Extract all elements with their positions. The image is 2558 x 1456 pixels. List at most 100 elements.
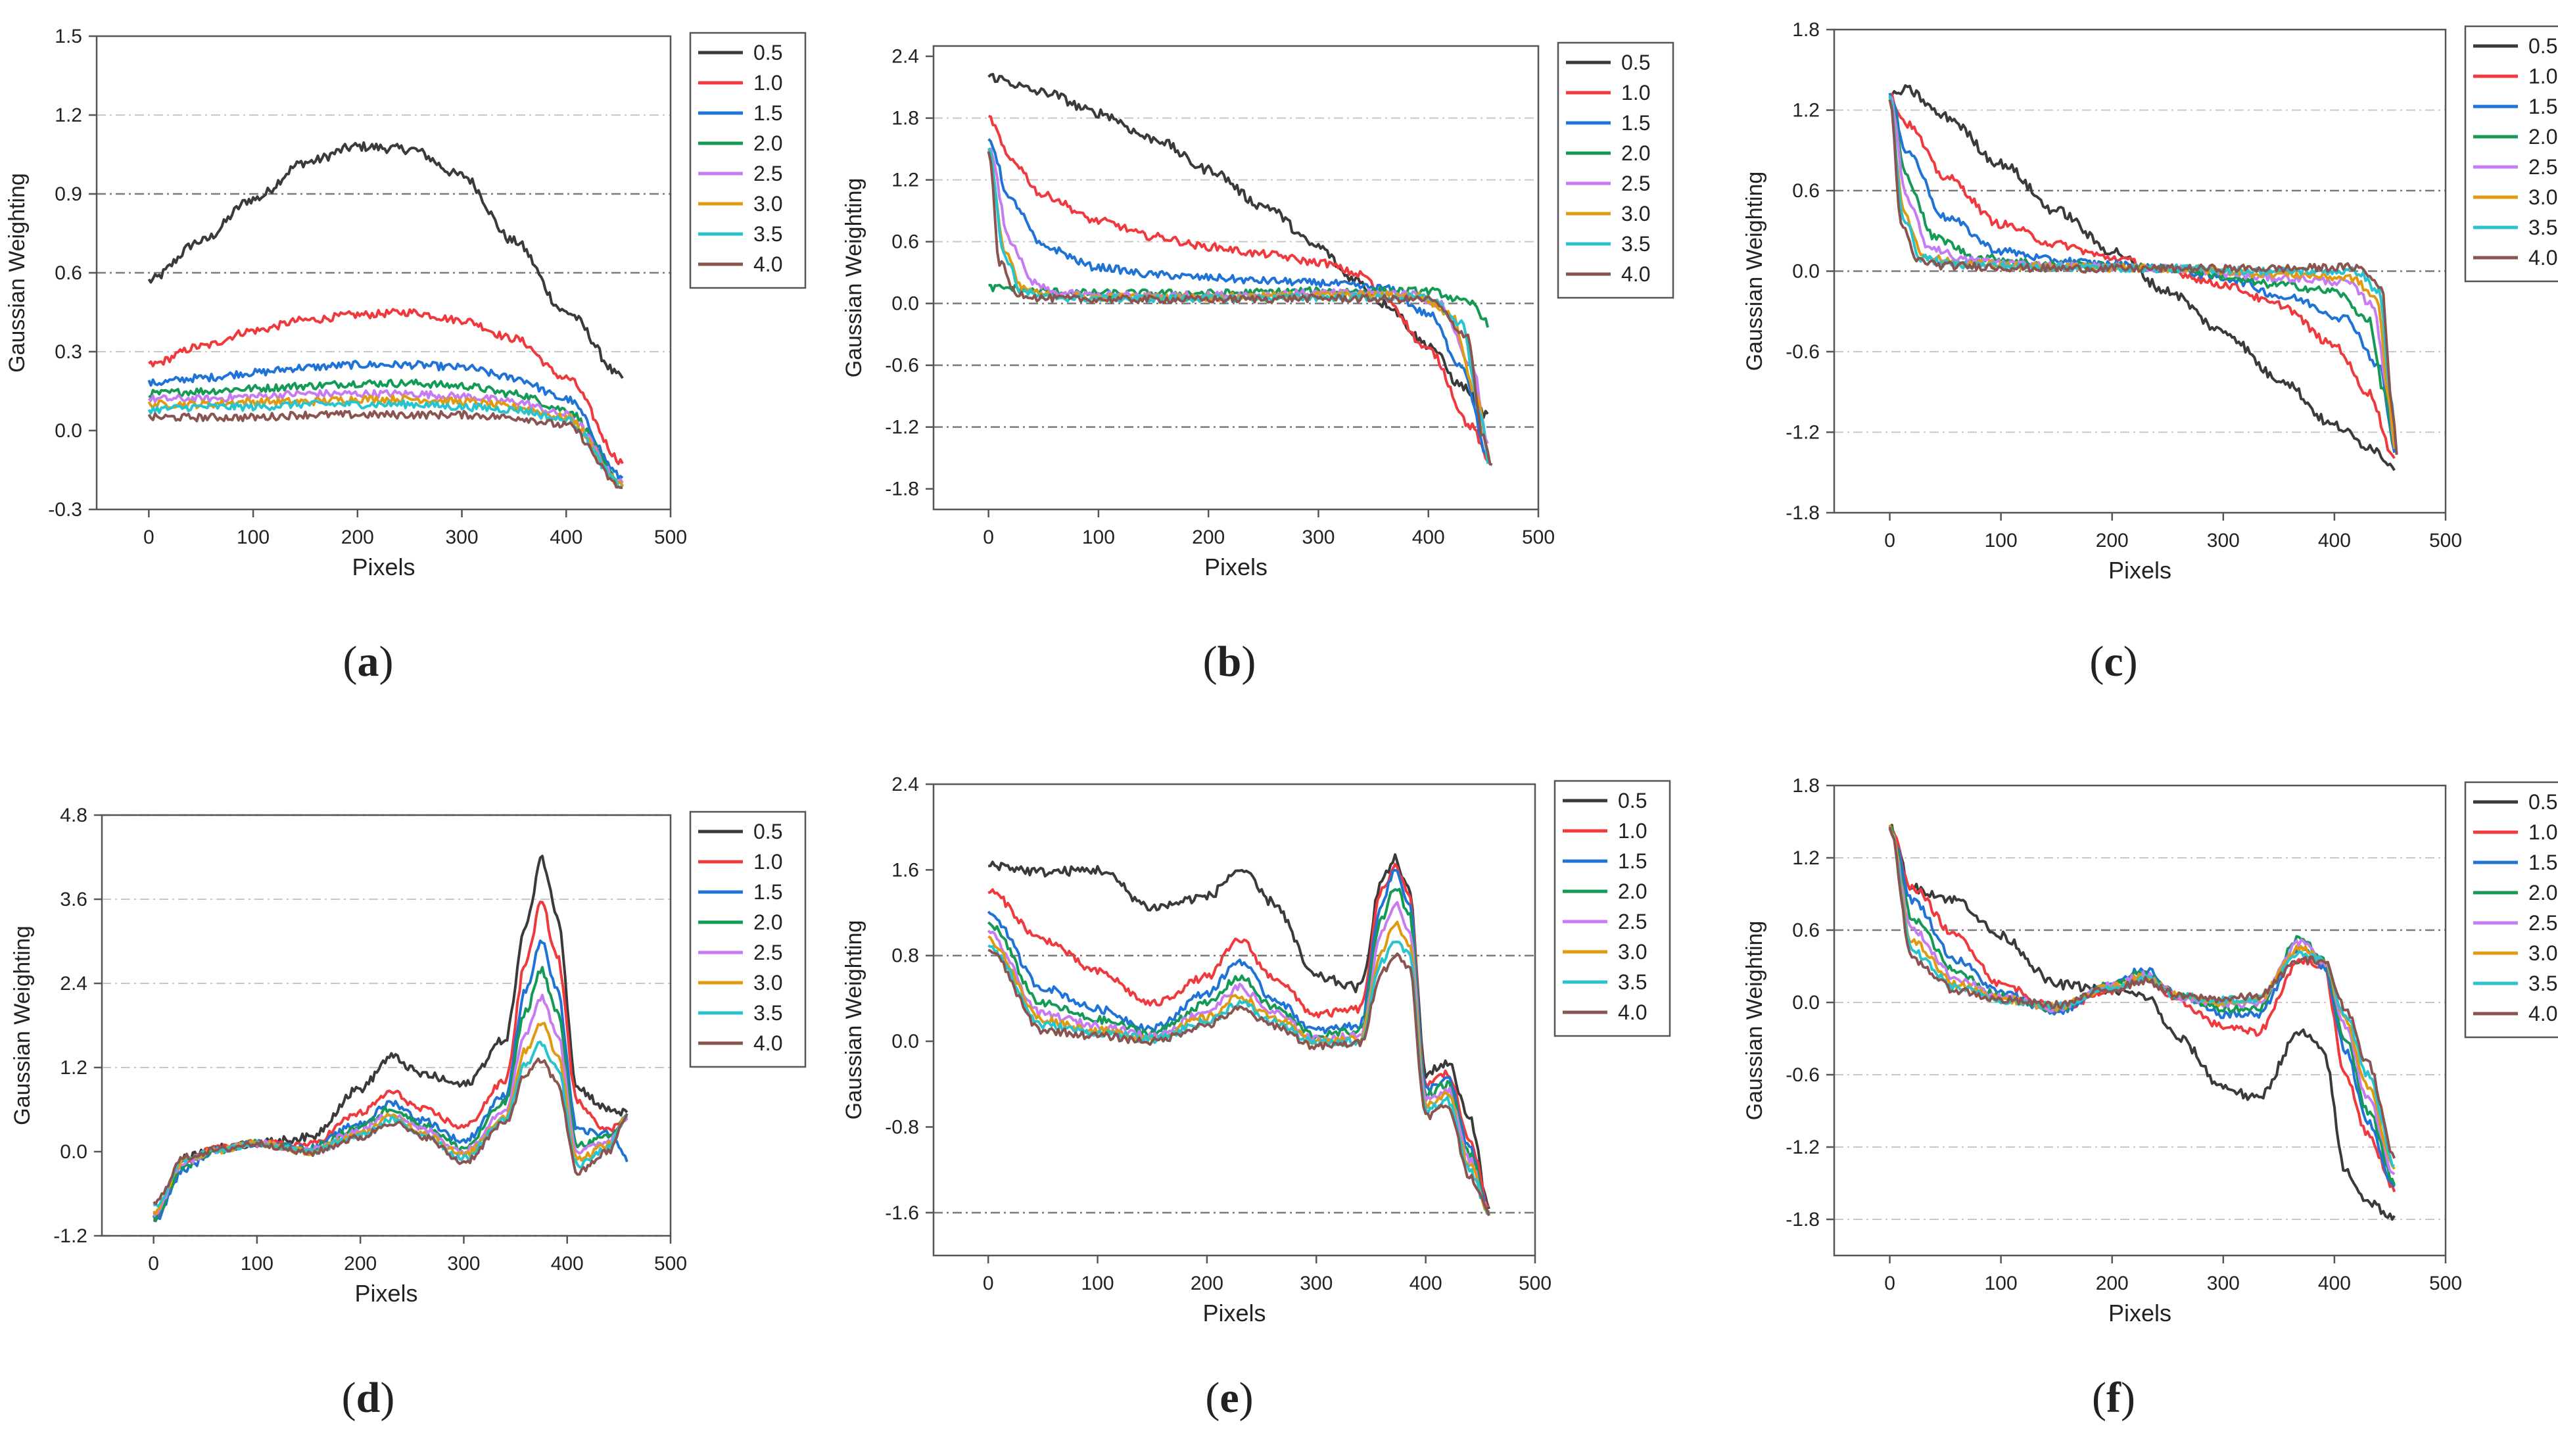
y-axis-label: Gaussian Weighting (841, 178, 866, 378)
legend-label: 2.5 (1621, 172, 1650, 195)
x-tick-label: 0 (148, 1253, 159, 1275)
series-line-3.5 (147, 399, 623, 489)
y-tick-label: -1.2 (1786, 422, 1820, 444)
x-axis-label: Pixels (354, 1280, 417, 1307)
series-line-4.0 (147, 410, 623, 489)
y-tick-label: 0.8 (891, 945, 919, 967)
y-tick-label: -0.8 (885, 1116, 919, 1138)
legend-label: 4.0 (1621, 262, 1650, 286)
series-line-3.5 (987, 940, 1490, 1216)
legend-label: 1.0 (753, 71, 782, 95)
legend-frame (1557, 41, 1674, 299)
panel-caption: (f) (2092, 1374, 2135, 1422)
legend-label: 2.5 (2528, 155, 2557, 179)
x-tick-label: 0 (983, 527, 994, 548)
legend-label: 2.0 (753, 910, 782, 934)
chart-d: 0 100 200 300 400 500 -1.2 0.0 1.2 2.4 3.6 4.8 Pixel… (10, 805, 807, 1422)
panel-caption: (d) (342, 1374, 395, 1422)
series-line-3.0 (147, 394, 624, 488)
chart-e: 0 100 200 300 400 500 -1.6 -0.8 0.0 0.8 1.6 2.4 Pixe… (841, 774, 1671, 1422)
x-tick-label: 100 (241, 1253, 273, 1275)
x-tick-label: 100 (1985, 1273, 2018, 1294)
legend-label: 1.5 (2528, 851, 2557, 874)
legend-label: 2.0 (1621, 141, 1650, 165)
series-line-1.0 (987, 862, 1490, 1208)
legend-label: 0.5 (1618, 789, 1647, 812)
y-tick-label: -1.8 (885, 479, 919, 500)
plot-frame (1833, 784, 2447, 1257)
y-tick-label: 0.6 (55, 262, 82, 284)
series-line-2.5 (1888, 827, 2396, 1175)
legend-label: 3.5 (753, 222, 782, 246)
y-tick-label: 0.3 (55, 341, 82, 363)
x-tick-label: 500 (1522, 527, 1555, 548)
series-line-0.5 (987, 72, 1489, 419)
series-line-3.0 (1888, 824, 2396, 1170)
legend-label: 4.0 (1618, 1000, 1647, 1024)
legend-label: 1.5 (753, 101, 782, 125)
series-line-0.5 (1888, 824, 2396, 1221)
y-tick-label: 1.2 (891, 170, 919, 191)
y-tick-label: 0.6 (891, 231, 919, 253)
legend-frame (689, 32, 807, 289)
x-tick-label: 400 (550, 527, 582, 548)
panel-caption: (c) (2089, 638, 2137, 686)
series-line-2.0 (1888, 825, 2396, 1186)
y-tick-label: 1.2 (60, 1057, 87, 1079)
y-tick-label: 0.0 (891, 1031, 919, 1052)
x-tick-label: 0 (983, 1273, 994, 1294)
legend-label: 1.0 (1621, 81, 1650, 105)
y-tick-label: 4.8 (60, 805, 87, 826)
legend-frame (689, 810, 807, 1068)
y-tick-label: -1.2 (1786, 1137, 1820, 1158)
series-line-0.5 (1888, 84, 2396, 471)
legend: 0.5 1.0 1.5 2.0 2.5 3.0 3.5 4.0 (689, 32, 807, 289)
y-tick-label: 1.8 (1792, 19, 1820, 41)
legend-label: 4.0 (2528, 1002, 2557, 1025)
x-tick-label: 500 (1519, 1273, 1551, 1294)
series-line-1.0 (153, 901, 628, 1223)
legend-label: 4.0 (753, 1031, 782, 1055)
legend-label: 2.5 (2528, 911, 2557, 935)
legend-label: 0.5 (2528, 790, 2557, 814)
x-tick-label: 300 (2207, 1273, 2240, 1294)
x-tick-label: 100 (237, 527, 270, 548)
series-line-1.0 (988, 114, 1489, 463)
panel-caption: (e) (1205, 1374, 1253, 1422)
series-line-1.0 (148, 308, 624, 465)
legend-label: 1.0 (2528, 64, 2557, 88)
y-tick-label: -0.6 (1786, 341, 1820, 363)
y-tick-label: -0.6 (885, 355, 919, 377)
panel-caption: (a) (343, 638, 394, 686)
chart-b: 0 100 200 300 400 500 -1.8 -1.2 -0.6 0.0 0.6 1.2 1.8… (841, 41, 1674, 686)
legend-label: 3.0 (1621, 202, 1650, 225)
x-tick-label: 200 (1191, 1273, 1223, 1294)
x-tick-label: 500 (2429, 1273, 2462, 1294)
x-tick-label: 300 (1302, 527, 1335, 548)
x-tick-label: 200 (344, 1253, 377, 1275)
y-axis-label: Gaussian Weighting (1742, 172, 1767, 371)
legend-label: 1.5 (2528, 95, 2557, 118)
y-tick-label: 0.0 (1792, 261, 1820, 283)
legend-label: 3.0 (2528, 185, 2557, 209)
x-tick-label: 100 (1082, 527, 1115, 548)
legend-label: 2.5 (753, 162, 782, 185)
y-tick-label: -0.6 (1786, 1064, 1820, 1086)
y-tick-label: 0.0 (60, 1141, 87, 1163)
legend: 0.5 1.0 1.5 2.0 2.5 3.0 3.5 4.0 (2464, 781, 2558, 1039)
legend-label: 3.0 (753, 971, 782, 995)
x-tick-label: 200 (2096, 1273, 2129, 1294)
y-tick-label: 1.8 (1792, 775, 1820, 797)
chart-f: 0 100 200 300 400 500 -1.8 -1.2 -0.6 0.0 0.6 1.2 1.8… (1742, 775, 2558, 1422)
y-tick-label: 0.0 (1792, 992, 1820, 1014)
series-line-2.0 (148, 378, 624, 487)
series-line-3.0 (153, 1022, 628, 1215)
x-tick-label: 300 (446, 527, 479, 548)
x-tick-label: 500 (654, 527, 687, 548)
legend-label: 2.0 (1618, 880, 1647, 903)
y-tick-label: 0.0 (891, 293, 919, 315)
x-tick-label: 0 (143, 527, 154, 548)
x-axis-label: Pixels (2108, 1300, 2171, 1327)
legend-label: 1.5 (1621, 111, 1650, 135)
series-line-0.5 (147, 141, 624, 379)
